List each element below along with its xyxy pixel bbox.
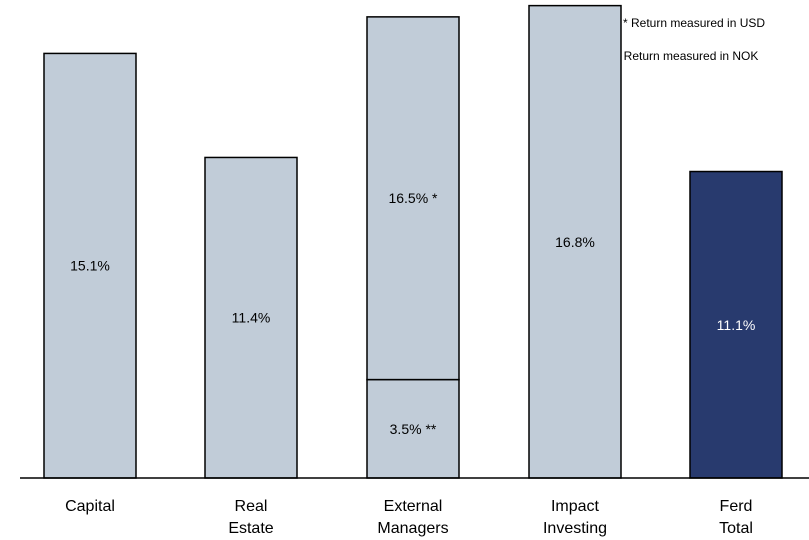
data-label-ferd-total: 11.1% xyxy=(717,317,756,333)
data-label-capital: 15.1% xyxy=(70,258,110,274)
category-label-line: Estate xyxy=(228,520,273,537)
data-label-external-managers-segment-1: 3.5% ** xyxy=(390,421,437,437)
category-label-external-managers: External Managers xyxy=(377,498,448,537)
data-label-impact-investing: 16.8% xyxy=(555,234,595,250)
category-label-real-estate: Real Estate xyxy=(228,498,273,537)
category-label-line: Capital xyxy=(65,498,115,515)
bar-external-managers-segment-2 xyxy=(366,16,460,381)
category-label-line: Managers xyxy=(377,520,448,537)
nok-footnote: ** Return measured in NOK xyxy=(611,49,759,63)
category-label-ferd-total: Ferd Total xyxy=(719,498,753,537)
bar-impact-investing xyxy=(528,4,622,479)
category-label-line: Real xyxy=(235,498,268,515)
category-label-line: Impact xyxy=(551,498,600,515)
bar-real-estate xyxy=(204,156,298,479)
bar-external-managers-segment-1 xyxy=(366,378,460,479)
category-label-impact-investing: Impact Investing xyxy=(543,498,607,537)
category-label-capital: Capital xyxy=(65,498,115,515)
data-label-external-managers-segment-2: 16.5% * xyxy=(388,190,438,206)
data-label-real-estate: 11.4% xyxy=(232,310,271,326)
bar-capital xyxy=(43,52,137,479)
category-label-line: External xyxy=(384,498,443,515)
bar-ferd-total xyxy=(689,170,783,479)
bars-layer: 15.1% 11.4% 3.5% ** 16.5% * 16.8% 11.1% xyxy=(43,4,783,479)
category-label-line: Total xyxy=(719,520,753,537)
usd-footnote: * Return measured in USD xyxy=(623,16,766,30)
category-label-line: Investing xyxy=(543,520,607,537)
category-label-line: Ferd xyxy=(720,498,753,515)
